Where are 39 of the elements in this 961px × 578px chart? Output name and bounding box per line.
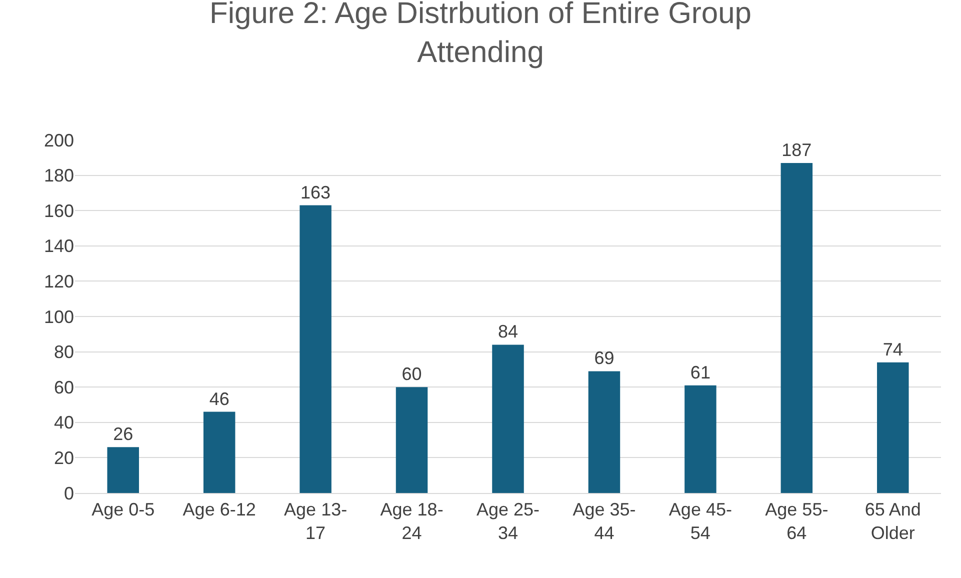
x-tick-label: Age 35-44 xyxy=(572,500,636,543)
bar xyxy=(684,385,716,493)
y-tick-label: 40 xyxy=(54,412,74,433)
data-label: 46 xyxy=(209,388,230,409)
x-tick-label: Age 25-34 xyxy=(476,500,540,543)
chart-title: Figure 2: Age Distrbution of Entire Group Attending xyxy=(210,0,752,70)
y-tick-label: 140 xyxy=(44,236,74,256)
y-tick-label: 120 xyxy=(44,272,74,292)
y-tick-label: 80 xyxy=(54,342,74,362)
y-tick-label: 180 xyxy=(44,166,74,186)
x-tick-label: Age 0-5 xyxy=(92,500,155,520)
y-tick-label: 0 xyxy=(64,483,74,504)
data-label: 74 xyxy=(882,339,903,360)
y-tick-label: 200 xyxy=(44,130,74,150)
x-tick-label: Age 18-24 xyxy=(380,500,444,543)
bar xyxy=(107,447,139,493)
x-tick-label: Age 13-17 xyxy=(284,500,348,543)
x-tick-label: Age 45-54 xyxy=(668,500,732,543)
bar xyxy=(780,162,813,493)
y-tick-label: 100 xyxy=(44,306,74,327)
x-tick-label: Age 6-12 xyxy=(182,500,256,520)
bar xyxy=(203,412,236,493)
bar xyxy=(877,362,909,493)
data-label: 84 xyxy=(498,322,518,342)
y-tick-label: 60 xyxy=(54,377,74,398)
y-tick-label: 160 xyxy=(44,200,74,221)
data-label: 60 xyxy=(402,364,422,384)
y-tick-label: 20 xyxy=(54,448,74,468)
data-label: 26 xyxy=(113,424,134,444)
data-label: 69 xyxy=(594,348,614,368)
bar xyxy=(588,371,620,493)
bar xyxy=(492,344,524,493)
data-label: 61 xyxy=(690,362,710,382)
x-tick-label: 65 And Older xyxy=(864,500,921,543)
data-label: 187 xyxy=(782,140,812,160)
data-label: 163 xyxy=(300,182,331,202)
x-tick-label: Age 55-64 xyxy=(765,500,828,543)
bar xyxy=(300,205,332,493)
bar xyxy=(396,387,428,493)
